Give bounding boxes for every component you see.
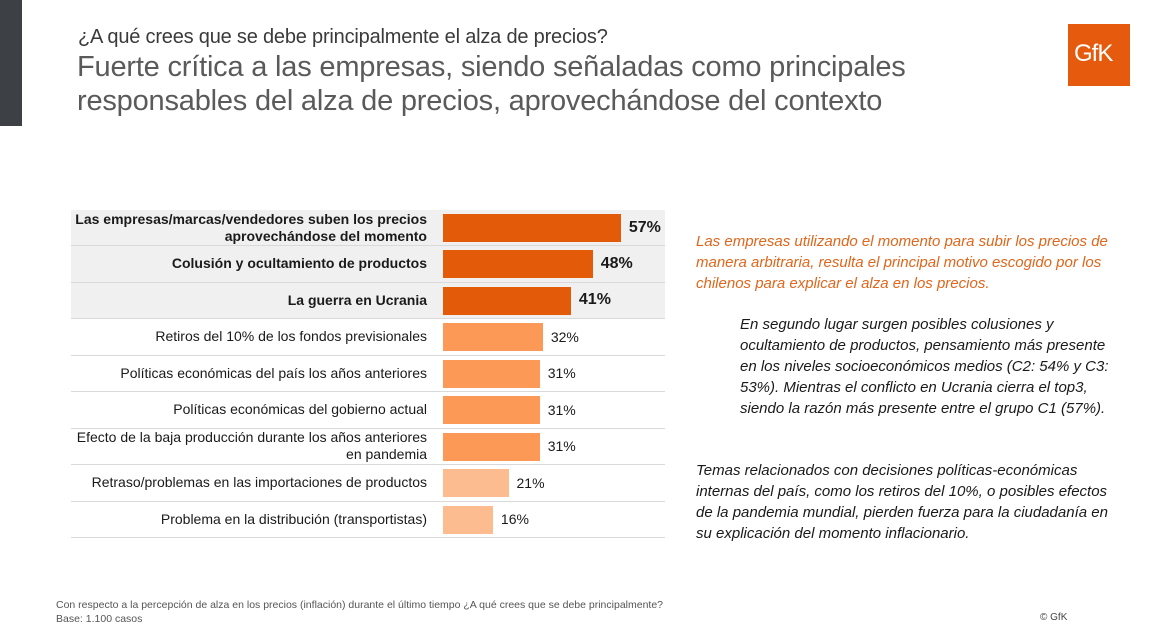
bar	[443, 359, 540, 388]
footnote-question: Con respecto a la percepción de alza en …	[56, 599, 664, 611]
value-label: 31%	[547, 401, 576, 418]
chart-row: Políticas económicas del gobierno actual…	[71, 392, 665, 429]
value-label: 57%	[628, 218, 661, 236]
category-label: Colusión y ocultamiento de productos	[171, 255, 427, 272]
chart-row: Políticas económicas del país los años a…	[71, 356, 665, 392]
value-label: 48%	[600, 254, 633, 272]
chart-row: Colusión y ocultamiento de productos 48%	[71, 246, 665, 283]
chart-row: Efecto de la baja producción durante los…	[71, 429, 665, 465]
category-label: Problema en la distribución (transportis…	[160, 510, 427, 527]
value-label: 41%	[578, 291, 611, 309]
category-label: Las empresas/marcas/vendedores suben los…	[75, 210, 427, 244]
footnote: Con respecto a la percepción de alza en …	[56, 598, 663, 626]
value-label: 31%	[547, 365, 576, 382]
bar	[443, 432, 540, 461]
chart-row: Las empresas/marcas/vendedores suben los…	[71, 210, 665, 246]
page-title: Fuerte crítica a las empresas, siendo se…	[77, 51, 906, 117]
value-label: 16%	[500, 511, 529, 528]
chart-row: Problema en la distribución (transportis…	[71, 502, 665, 538]
category-label: Políticas económicas del gobierno actual	[173, 401, 427, 418]
bar	[443, 214, 621, 242]
chart-row: La guerra en Ucrania 41%	[71, 282, 665, 319]
bar	[443, 469, 509, 497]
footnote-base: Base: 1.100 casos	[56, 613, 143, 625]
insight-paragraph-3: Temas relacionados con decisiones políti…	[696, 462, 1108, 542]
bar-chart: Las empresas/marcas/vendedores suben los…	[71, 210, 665, 538]
survey-question: ¿A qué crees que se debe principalmente …	[78, 26, 608, 48]
insight-paragraph-2: En segundo lugar surgen posibles colusio…	[740, 316, 1109, 417]
chart-row: Retraso/problemas en las importaciones d…	[71, 465, 665, 502]
copyright: © GfK	[1040, 612, 1068, 623]
logo-text: GfK	[1074, 40, 1113, 67]
value-label: 31%	[547, 438, 576, 455]
bar	[443, 396, 540, 424]
category-label: Efecto de la baja producción durante los…	[76, 429, 427, 463]
category-label: Retiros del 10% de los fondos previsiona…	[155, 328, 427, 345]
category-label: La guerra en Ucrania	[287, 291, 427, 308]
bar	[443, 323, 543, 351]
category-label: Retraso/problemas en las importaciones d…	[91, 474, 427, 491]
chart-row: Retiros del 10% de los fondos previsiona…	[71, 319, 665, 356]
gfk-logo: GfK	[1068, 24, 1130, 86]
callout-text: Las empresas utilizando el momento para …	[696, 233, 1108, 292]
side-accent-bar	[0, 0, 22, 126]
category-label: Políticas económicas del país los años a…	[120, 364, 427, 381]
bar	[443, 505, 493, 534]
value-label: 32%	[550, 328, 579, 345]
bar	[443, 250, 593, 278]
value-label: 21%	[516, 474, 545, 491]
bar	[443, 286, 571, 315]
